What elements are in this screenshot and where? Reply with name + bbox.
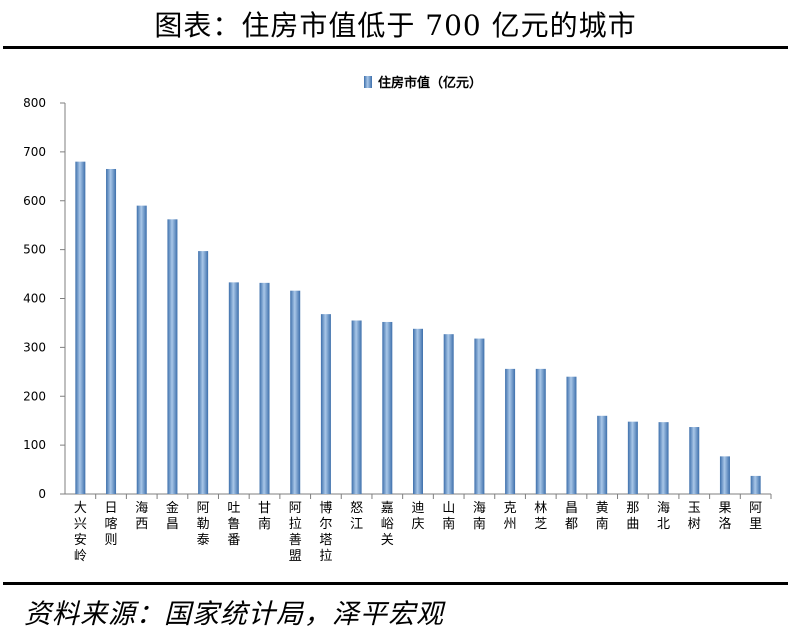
category-label: 日喀则 [105, 501, 118, 548]
bar [290, 290, 301, 494]
bar [535, 368, 546, 494]
bar [719, 456, 730, 494]
bar [106, 168, 117, 494]
chart-legend: 住房市值（亿元） [364, 75, 482, 91]
y-tick-label: 400 [23, 292, 46, 306]
category-label: 阿拉善盟 [289, 501, 302, 564]
y-tick-label: 200 [23, 389, 46, 403]
y-tick-label: 100 [23, 438, 46, 452]
category-label: 那曲 [626, 501, 639, 532]
bar [228, 282, 239, 494]
category-label: 海南 [473, 501, 486, 532]
bar [505, 368, 516, 494]
bar [351, 320, 362, 494]
category-label: 金昌 [166, 500, 179, 532]
category-label: 林芝 [534, 501, 547, 532]
bar [259, 282, 270, 494]
bar [75, 161, 86, 494]
category-label: 海西 [135, 501, 148, 532]
category-label: 大兴安岭 [74, 501, 87, 564]
category-label: 阿里 [749, 501, 762, 532]
y-tick-label: 700 [23, 145, 46, 159]
category-label: 昌都 [565, 501, 578, 532]
bar [382, 321, 393, 494]
bar [658, 422, 669, 494]
category-label: 怒江 [350, 501, 363, 532]
y-tick-label: 0 [38, 487, 46, 501]
category-label: 海北 [657, 501, 670, 532]
category-label: 博尔塔拉 [319, 501, 332, 564]
category-label: 克州 [504, 501, 517, 532]
category-label: 迪庆 [411, 501, 424, 532]
category-label: 阿勒泰 [197, 501, 210, 548]
bar [136, 205, 147, 494]
bar [750, 475, 761, 494]
bar [413, 328, 423, 494]
category-label: 黄南 [596, 501, 609, 532]
bar-chart: 住房市值（亿元） 0 100 200 300 400 500 600 700 800 大兴安岭 日… [23, 75, 772, 564]
category-label: 吐鲁番 [227, 501, 240, 548]
bar [627, 421, 638, 494]
category-label: 甘南 [258, 501, 271, 532]
category-label: 山南 [442, 501, 455, 532]
footer-divider [3, 582, 788, 585]
title-divider [3, 46, 788, 49]
bar [689, 427, 700, 494]
y-tick-label: 300 [23, 340, 46, 354]
bar [443, 334, 454, 494]
bar [566, 376, 577, 494]
category-label: 嘉峪关 [381, 501, 394, 548]
bar [198, 251, 209, 494]
source-note: 资料来源：国家统计局，泽平宏观 [24, 599, 444, 630]
bar [167, 219, 178, 494]
category-label: 玉树 [688, 501, 701, 532]
page-title: 图表：住房市值低于 700 亿元的城市 [154, 9, 637, 42]
y-tick-label: 800 [23, 96, 46, 110]
legend-label: 住房市值（亿元） [378, 75, 482, 91]
chart-bars [75, 161, 761, 494]
bar [597, 415, 608, 494]
bar [474, 338, 485, 494]
chart-axes: 0 100 200 300 400 500 600 700 800 [23, 96, 772, 501]
y-tick-label: 500 [23, 243, 46, 257]
bar [320, 314, 331, 494]
legend-swatch [364, 76, 372, 88]
y-tick-label: 600 [23, 194, 46, 208]
category-label: 果洛 [718, 501, 731, 532]
